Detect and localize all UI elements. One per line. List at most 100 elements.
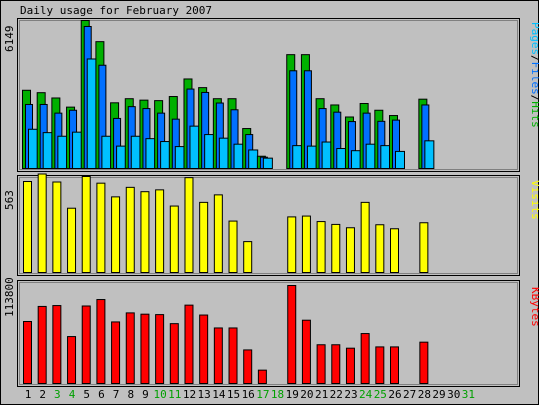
bar-visits-day-16 <box>243 241 253 274</box>
x-tick-day-1: 1 <box>25 388 32 401</box>
bar-kbytes-day-16 <box>243 349 253 384</box>
x-tick-day-4: 4 <box>69 388 76 401</box>
x-tick-day-21: 21 <box>315 388 328 401</box>
bar-visits-day-10 <box>155 189 165 274</box>
bar-pages-day-13 <box>204 134 215 169</box>
bar-visits-day-25 <box>375 224 385 274</box>
bar-kbytes-day-4 <box>67 336 77 384</box>
ymax-label-bottom: 113800 <box>3 277 16 317</box>
bar-visits-day-9 <box>140 191 150 273</box>
x-tick-day-27: 27 <box>403 388 416 401</box>
legend-kbytes: KBytes <box>529 287 539 327</box>
x-tick-day-26: 26 <box>388 388 401 401</box>
bar-pages-day-3 <box>57 135 68 170</box>
bar-kbytes-day-14 <box>213 327 223 384</box>
bar-visits-day-13 <box>199 201 209 274</box>
ymax-label-top: 6149 <box>3 26 16 53</box>
bar-pages-day-4 <box>72 131 83 170</box>
bar-pages-day-11 <box>174 146 185 169</box>
panel-inner-frame-top <box>19 20 518 170</box>
ymax-label-middle: 563 <box>3 190 16 210</box>
bar-kbytes-day-17 <box>257 369 267 384</box>
bar-pages-day-22 <box>336 148 347 169</box>
bar-kbytes-day-11 <box>169 323 179 384</box>
bar-visits-day-19 <box>287 216 297 274</box>
bar-pages-day-10 <box>160 141 171 169</box>
bar-visits-day-23 <box>345 227 355 273</box>
bar-visits-day-28 <box>419 222 429 273</box>
bar-kbytes-day-3 <box>52 305 62 385</box>
bar-pages-day-28 <box>424 140 435 170</box>
bar-visits-day-26 <box>390 228 399 273</box>
x-tick-day-29: 29 <box>432 388 445 401</box>
bar-visits-day-14 <box>213 194 223 274</box>
x-tick-day-5: 5 <box>83 388 90 401</box>
bar-pages-day-8 <box>130 135 141 170</box>
bar-kbytes-day-25 <box>375 346 385 384</box>
legend-files: Files <box>529 62 539 95</box>
x-tick-day-31: 31 <box>462 388 475 401</box>
x-tick-day-18: 18 <box>271 388 284 401</box>
bar-pages-day-21 <box>321 141 332 170</box>
bar-pages-day-6 <box>101 135 112 170</box>
bar-pages-day-17 <box>262 157 273 169</box>
bar-pages-day-25 <box>380 145 391 169</box>
bar-visits-day-22 <box>331 223 341 274</box>
x-tick-day-8: 8 <box>127 388 134 401</box>
bar-kbytes-day-2 <box>37 305 47 384</box>
bar-pages-day-16 <box>248 149 259 169</box>
bar-visits-day-12 <box>184 177 194 274</box>
bar-visits-day-2 <box>37 173 47 273</box>
bar-kbytes-day-24 <box>360 333 370 385</box>
x-tick-day-11: 11 <box>168 388 181 401</box>
bar-visits-day-21 <box>316 221 326 273</box>
bar-visits-day-15 <box>228 220 238 273</box>
bar-kbytes-day-10 <box>155 314 165 384</box>
legend-hits: Hits <box>529 101 539 128</box>
x-tick-day-12: 12 <box>183 388 196 401</box>
legend-separator: / <box>529 95 539 102</box>
bar-pages-day-20 <box>306 145 317 170</box>
x-tick-day-20: 20 <box>300 388 313 401</box>
bar-visits-day-24 <box>360 201 370 274</box>
bar-kbytes-day-5 <box>81 305 91 384</box>
bar-visits-day-7 <box>111 196 121 273</box>
bar-visits-day-11 <box>169 205 179 273</box>
x-tick-day-23: 23 <box>344 388 357 401</box>
bar-visits-day-8 <box>125 186 135 274</box>
bar-kbytes-day-20 <box>301 319 311 384</box>
bar-pages-day-24 <box>365 143 376 169</box>
bar-visits-day-3 <box>52 181 62 273</box>
x-tick-day-13: 13 <box>198 388 211 401</box>
bar-visits-day-20 <box>301 215 311 273</box>
bar-kbytes-day-23 <box>345 347 355 384</box>
legend-separator: / <box>529 55 539 62</box>
bar-pages-day-19 <box>292 145 303 169</box>
bar-kbytes-day-28 <box>419 341 429 385</box>
bar-pages-day-1 <box>28 128 38 170</box>
x-tick-day-6: 6 <box>98 388 105 401</box>
bar-kbytes-day-8 <box>125 312 135 384</box>
panel-bottom <box>17 280 520 387</box>
x-tick-day-17: 17 <box>256 388 269 401</box>
x-tick-day-24: 24 <box>359 388 373 401</box>
bar-pages-day-14 <box>218 137 229 169</box>
x-tick-day-22: 22 <box>330 388 343 401</box>
bar-pages-day-26 <box>395 150 405 169</box>
legend-pages: Pages <box>529 22 539 55</box>
bar-kbytes-day-26 <box>390 346 399 384</box>
x-tick-day-7: 7 <box>113 388 120 401</box>
x-tick-day-9: 9 <box>142 388 149 401</box>
bar-visits-day-6 <box>96 182 106 273</box>
bar-visits-day-1 <box>23 181 32 273</box>
x-tick-day-10: 10 <box>153 388 166 401</box>
bar-pages-day-7 <box>116 145 127 170</box>
x-tick-day-19: 19 <box>286 388 299 401</box>
panel-middle <box>17 175 520 276</box>
bar-kbytes-day-13 <box>199 314 209 384</box>
x-tick-day-14: 14 <box>212 388 226 401</box>
bar-visits-day-4 <box>67 207 77 273</box>
bar-kbytes-day-6 <box>96 299 106 384</box>
bar-kbytes-day-7 <box>111 321 121 384</box>
